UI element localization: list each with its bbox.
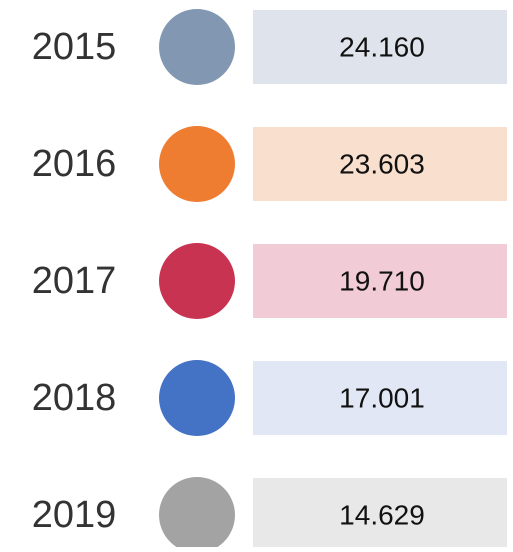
row: 2015 24.160	[32, 9, 507, 85]
color-dot	[159, 477, 235, 552]
color-dot	[159, 126, 235, 202]
color-dot	[159, 9, 235, 85]
color-dot	[159, 243, 235, 319]
year-label: 2016	[32, 143, 117, 185]
value-label: 14.629	[339, 500, 425, 531]
year-label: 2019	[32, 494, 117, 536]
value-label: 19.710	[339, 266, 425, 297]
value-box	[253, 361, 507, 435]
value-box	[253, 10, 507, 84]
color-dot	[159, 360, 235, 436]
value-label: 17.001	[339, 383, 425, 414]
row: 2016 23.603	[32, 126, 507, 202]
value-box	[253, 127, 507, 201]
year-label: 2017	[32, 260, 117, 302]
value-label: 23.603	[339, 149, 425, 180]
value-box	[253, 244, 507, 318]
value-box	[253, 478, 507, 552]
row: 2018 17.001	[32, 360, 507, 436]
year-label: 2015	[32, 26, 117, 68]
value-label: 24.160	[339, 32, 425, 63]
row: 2019 14.629	[32, 477, 507, 552]
year-label: 2018	[32, 377, 117, 419]
row: 2017 19.710	[32, 243, 507, 319]
